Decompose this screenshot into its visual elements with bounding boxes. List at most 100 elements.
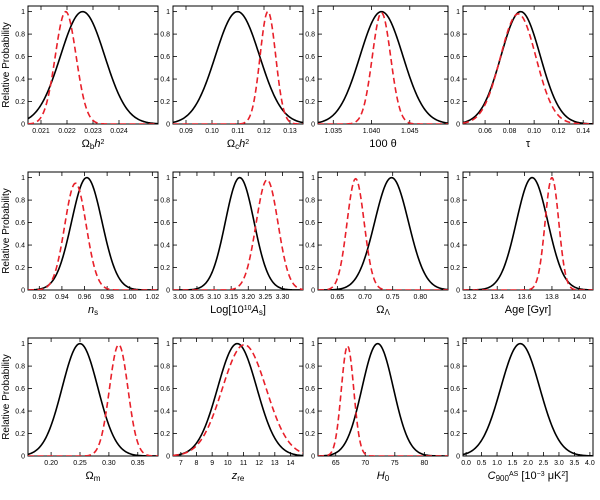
x-tick-label: 13.4	[490, 294, 504, 301]
x-tick-label: 0.021	[32, 128, 50, 135]
dashed-curve	[28, 343, 158, 456]
y-tick-label: 1	[166, 341, 170, 348]
y-tick-label: 0.4	[15, 409, 25, 416]
y-tick-label: 0.6	[15, 220, 25, 227]
plot-frame	[317, 171, 449, 291]
y-tick-label: 0.6	[305, 386, 315, 393]
x-axis-label-part: [10	[518, 470, 536, 482]
x-axis-label-part: Ω	[86, 470, 94, 482]
panel-5: 0.92 0.94 0.96 0.98 1.00 1.02 0 0.2 0.4 0.6 0.8 1 ns…	[1, 171, 160, 317]
y-tick-label: 1	[311, 9, 315, 16]
x-tick-label: 0.023	[84, 128, 102, 135]
x-tick-label: 65	[332, 460, 340, 467]
plot-frame	[172, 171, 304, 291]
solid-curve	[28, 10, 158, 124]
x-axis-label: zre	[231, 470, 245, 483]
x-tick-label: 80	[420, 460, 428, 467]
x-axis-label-part: 2	[245, 139, 249, 146]
plot-frame	[317, 337, 449, 457]
x-axis-label-part: A	[251, 304, 259, 316]
x-tick-label: 13.6	[518, 294, 532, 301]
x-tick-label: 1.035	[325, 128, 343, 135]
y-tick-label: 0.8	[160, 364, 170, 371]
x-tick-label: 14.0	[573, 294, 587, 301]
solid-curve	[173, 176, 303, 290]
x-tick-label: 0.92	[32, 294, 46, 301]
x-tick-label: 0.5	[477, 460, 487, 467]
x-axis-label-part: Ω	[376, 304, 384, 316]
x-tick-label: 0.12	[257, 128, 271, 135]
x-axis-label: ns	[88, 304, 98, 317]
y-tick-label: 0.4	[160, 77, 170, 84]
x-tick-label: 75	[391, 460, 399, 467]
x-tick-label: 0.25	[73, 460, 87, 467]
x-tick-label: 3.30	[276, 294, 290, 301]
x-tick-label: 13.8	[545, 294, 559, 301]
x-tick-label: 70	[361, 460, 369, 467]
y-axis-label: Relative Probability	[1, 354, 12, 440]
solid-curve	[318, 342, 448, 456]
y-tick-label: 0.6	[305, 220, 315, 227]
x-axis-label-part: 900	[496, 474, 510, 483]
x-axis-label-part: 0	[385, 474, 390, 483]
x-axis-label-part: C	[488, 470, 496, 482]
plot-frame	[27, 337, 159, 457]
x-axis-label: Ωbh2	[82, 138, 105, 151]
plot-frame	[317, 5, 449, 125]
x-tick-label: 0.20	[44, 460, 58, 467]
y-tick-label: 1	[456, 9, 460, 16]
panel-6: 3.00 3.05 3.10 3.15 3.20 3.25 3.30 0 0.2 0.4 0.6 0.…	[160, 171, 304, 317]
y-tick-label: 0.4	[450, 409, 460, 416]
y-tick-label: 0.8	[305, 198, 315, 205]
dashed-curve	[318, 11, 448, 124]
y-tick-label: 0.4	[160, 409, 170, 416]
y-tick-label: 0.8	[160, 198, 170, 205]
x-tick-label: 1.0	[492, 460, 502, 467]
panel-10: 7 8 9 10 11 12 13 14 0 0.2 0.4 0.6 0.8 1 zre	[160, 337, 304, 483]
panel-1: 0.021 0.022 0.023 0.024 0 0.2 0.4 0.6 0.8 1 Ωbh2 Re…	[1, 5, 159, 151]
x-tick-label: 0.96	[78, 294, 92, 301]
y-tick-label: 0.4	[160, 243, 170, 250]
x-axis-label-part: 2	[561, 471, 565, 478]
panel-2: 0.09 0.10 0.11 0.12 0.13 0 0.2 0.4 0.6 0.8 1 Ωch2	[160, 5, 304, 151]
x-tick-label: 1.040	[363, 128, 381, 135]
panel-8: 13.2 13.4 13.6 13.8 14.0 0 0.2 0.4 0.6 0.8 1 Age [G…	[450, 171, 594, 316]
plot-frame	[172, 337, 304, 457]
y-tick-label: 0.6	[450, 220, 460, 227]
x-tick-label: 3.10	[207, 294, 221, 301]
x-axis-label-part: τ	[526, 138, 531, 150]
solid-curve	[173, 342, 303, 456]
y-tick-label: 0.8	[15, 364, 25, 371]
x-tick-label: 1.045	[401, 128, 419, 135]
x-tick-label: 0.06	[478, 128, 492, 135]
y-tick-label: 0	[311, 454, 315, 461]
x-axis-label: Log[1010As]	[210, 304, 266, 317]
x-tick-label: 1.02	[146, 294, 160, 301]
x-tick-label: 3.5	[570, 460, 580, 467]
y-tick-label: 0.2	[450, 99, 460, 106]
x-tick-label: 0.65	[331, 294, 345, 301]
x-tick-label: 12	[255, 460, 263, 467]
x-tick-label: 7	[179, 460, 183, 467]
x-tick-label: 3.15	[224, 294, 238, 301]
x-axis-label: Ωm	[86, 470, 101, 483]
y-tick-label: 0.8	[450, 364, 460, 371]
y-tick-label: 0.2	[160, 265, 170, 272]
x-tick-label: 3.05	[190, 294, 204, 301]
x-axis-label-part: 2	[100, 139, 104, 146]
y-tick-label: 0	[21, 454, 25, 461]
dashed-curve	[173, 179, 303, 290]
x-tick-label: 0.10	[527, 128, 541, 135]
x-axis-label: 100 θ	[369, 138, 397, 150]
y-tick-label: 0.8	[450, 198, 460, 205]
panel-3: 1.035 1.040 1.045 0 0.2 0.4 0.6 0.8 1 100 θ	[305, 5, 449, 150]
x-axis-label-part: ]	[565, 470, 568, 482]
y-tick-label: 0.4	[15, 77, 25, 84]
y-tick-label: 1	[166, 175, 170, 182]
y-tick-label: 1	[166, 9, 170, 16]
y-tick-label: 0.4	[305, 409, 315, 416]
y-tick-label: 0	[166, 288, 170, 295]
x-axis-label-part: 10	[244, 305, 252, 312]
